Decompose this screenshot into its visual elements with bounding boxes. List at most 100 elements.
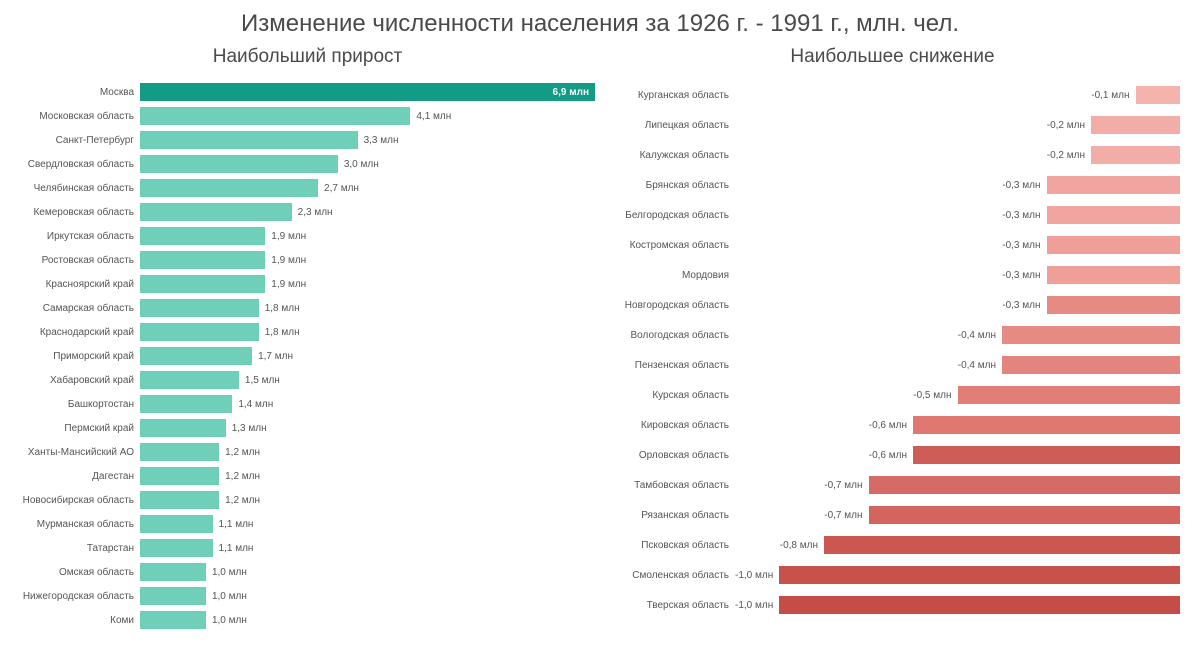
bar [140, 587, 206, 605]
chart-row: Тамбовская область-0,7 млн [605, 470, 1180, 500]
chart-row: Московская область 4,1 млн [20, 104, 595, 128]
bar [140, 179, 318, 197]
row-label: Дагестан [20, 471, 140, 482]
row-label: Новгородская область [605, 300, 735, 311]
row-label: Иркутская область [20, 231, 140, 242]
value-label: 1,0 млн [212, 591, 247, 602]
chart-row: Приморский край1,7 млн [20, 344, 595, 368]
row-label: Орловская область [605, 450, 735, 461]
bar-area: 1,0 млн [140, 560, 595, 584]
bar-area: -0,3 млн [735, 260, 1180, 290]
bar-area: 2,7 млн [140, 176, 595, 200]
row-label: Кировская область [605, 420, 735, 431]
row-label: Костромская область [605, 240, 735, 251]
chart-row: Коми1,0 млн [20, 608, 595, 632]
value-label: -0,5 млн [913, 390, 951, 401]
value-label: 1,5 млн [245, 375, 280, 386]
value-label: 1,3 млн [232, 423, 267, 434]
value-label: -0,2 млн [1047, 120, 1085, 131]
bar [140, 563, 206, 581]
bar-area: 4,1 млн [140, 104, 595, 128]
value-label: -1,0 млн [735, 570, 773, 581]
value-label: -0,1 млн [1091, 90, 1129, 101]
chart-row: Кемеровская область2,3 млн [20, 200, 595, 224]
bar [779, 596, 1180, 614]
chart-row: Дагестан 1,2 млн [20, 464, 595, 488]
chart-row: Рязанская область-0,7 млн [605, 500, 1180, 530]
value-label: 1,2 млн [225, 471, 260, 482]
chart-row: Хабаровский край 1,5 млн [20, 368, 595, 392]
value-label: 2,7 млн [324, 183, 359, 194]
chart-row: Кировская область-0,6 млн [605, 410, 1180, 440]
row-label: Московская область [20, 111, 140, 122]
bar [913, 416, 1180, 434]
row-label: Курская область [605, 390, 735, 401]
bar [1047, 176, 1181, 194]
bar-area: 3,3 млн [140, 128, 595, 152]
chart-row: Пензенская область-0,4 млн [605, 350, 1180, 380]
row-label: Омская область [20, 567, 140, 578]
row-label: Коми [20, 615, 140, 626]
bar [140, 611, 206, 629]
value-label: 1,8 млн [265, 303, 300, 314]
decline-chart-title: Наибольшее снижение [605, 46, 1180, 80]
bar-area: 1,8 млн [140, 296, 595, 320]
bar [140, 539, 213, 557]
bar-area: 1,1 млн [140, 512, 595, 536]
value-label: -0,8 млн [780, 540, 818, 551]
value-label: -0,3 млн [1002, 180, 1040, 191]
row-label: Краснодарский край [20, 327, 140, 338]
bar-area: -0,4 млн [735, 350, 1180, 380]
value-label: 1,1 млн [219, 519, 254, 530]
row-label: Башкортостан [20, 399, 140, 410]
chart-row: Челябинская область2,7 млн [20, 176, 595, 200]
row-label: Москва [20, 87, 140, 98]
bar-area: 1,3 млн [140, 416, 595, 440]
bar-area: 1,2 млн [140, 488, 595, 512]
bar [140, 203, 292, 221]
bar-area: -0,7 млн [735, 500, 1180, 530]
bar-area: -1,0 млн [735, 560, 1180, 590]
value-label: 4,1 млн [416, 111, 451, 122]
bar-area: 1,0 млн [140, 608, 595, 632]
chart-row: Самарская область1,8 млн [20, 296, 595, 320]
bar [140, 275, 265, 293]
row-label: Липецкая область [605, 120, 735, 131]
bar [140, 491, 219, 509]
bar-area: 6,9 млн [140, 80, 595, 104]
bar-area: -0,3 млн [735, 200, 1180, 230]
row-label: Новосибирская область [20, 495, 140, 506]
decline-chart: Наибольшее снижение Курганская область-0… [605, 46, 1180, 632]
chart-row: Смоленская область-1,0 млн [605, 560, 1180, 590]
value-label: 2,3 млн [298, 207, 333, 218]
chart-row: Вологодская область-0,4 млн [605, 320, 1180, 350]
bar [140, 347, 252, 365]
bar-area: -0,1 млн [735, 80, 1180, 110]
chart-row: Курская область -0,5 млн [605, 380, 1180, 410]
row-label: Тверская область [605, 600, 735, 611]
value-label: 1,0 млн [212, 567, 247, 578]
bar [1047, 236, 1181, 254]
value-label: 3,3 млн [364, 135, 399, 146]
row-label: Хабаровский край [20, 375, 140, 386]
chart-row: Калужская область-0,2 млн [605, 140, 1180, 170]
chart-row: Нижегородская область1,0 млн [20, 584, 595, 608]
chart-row: Москва6,9 млн [20, 80, 595, 104]
bar-area: -0,3 млн [735, 170, 1180, 200]
bar [140, 227, 265, 245]
bar-area: 1,5 млн [140, 368, 595, 392]
value-label: 1,1 млн [219, 543, 254, 554]
chart-row: Псковская область-0,8 млн [605, 530, 1180, 560]
bar [140, 131, 358, 149]
value-label: -0,3 млн [1002, 240, 1040, 251]
page-title: Изменение численности населения за 1926 … [0, 0, 1200, 46]
decline-chart-rows: Курганская область-0,1 млнЛипецкая облас… [605, 80, 1180, 620]
value-label: 1,8 млн [265, 327, 300, 338]
chart-row: Новгородская область-0,3 млн [605, 290, 1180, 320]
bar [140, 251, 265, 269]
bar-area: 1,2 млн [140, 440, 595, 464]
bar [140, 155, 338, 173]
bar-area: -0,3 млн [735, 290, 1180, 320]
charts-container: Наибольший прирост Москва6,9 млнМосковск… [0, 46, 1200, 632]
bar [140, 443, 219, 461]
